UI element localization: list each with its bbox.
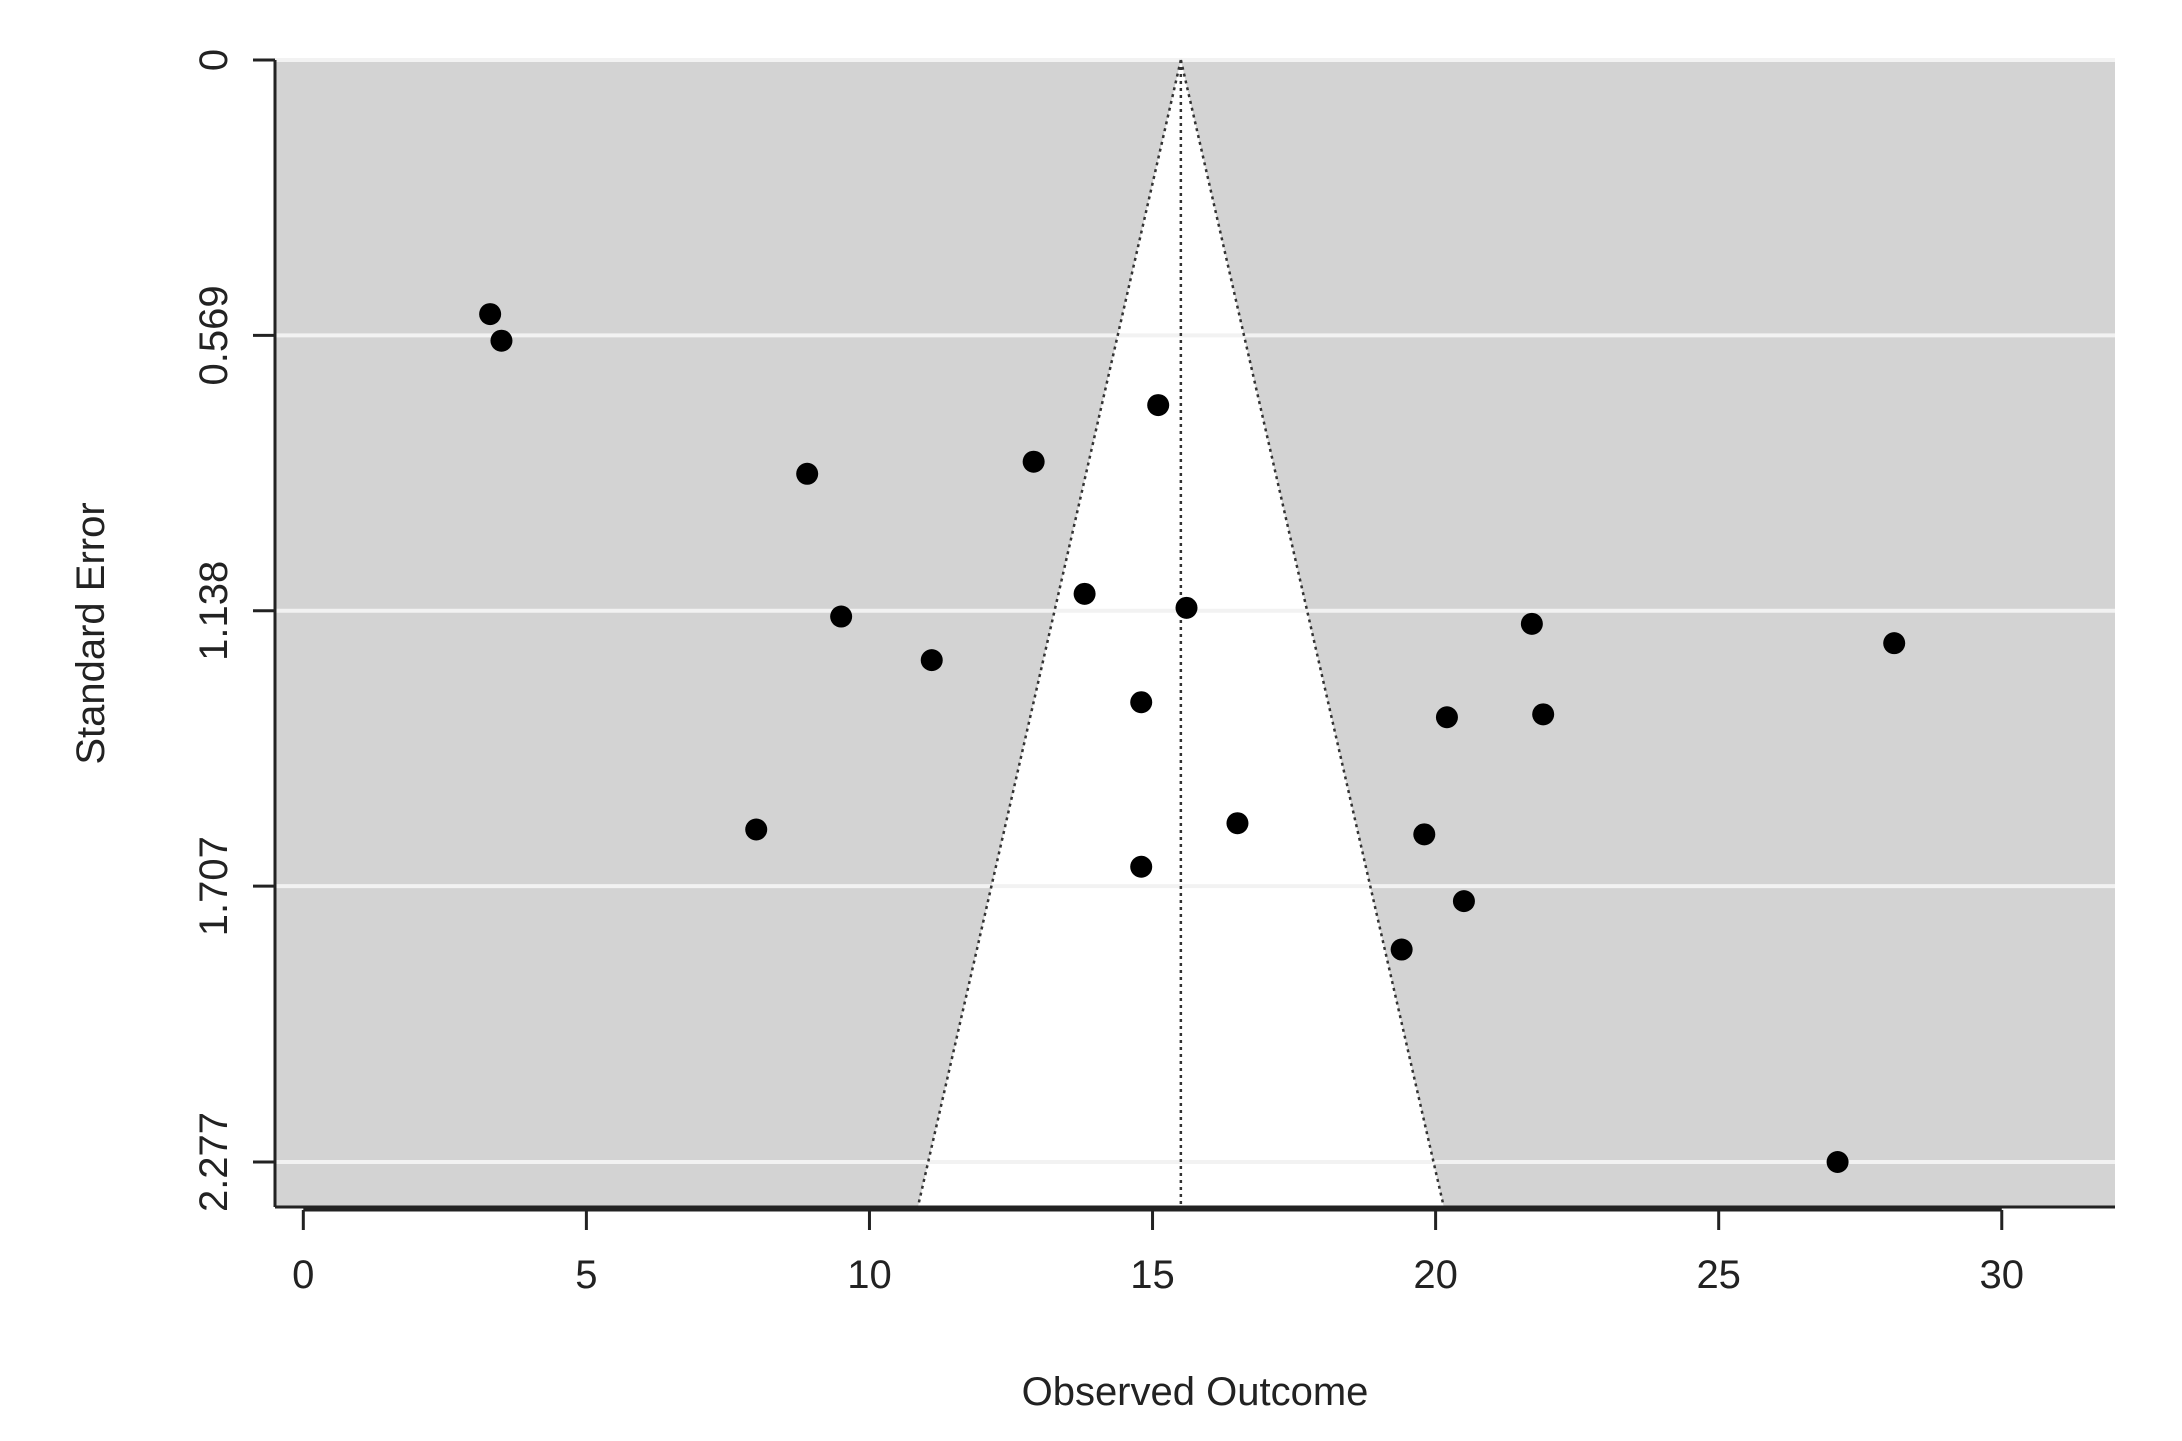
data-point-8 bbox=[1147, 394, 1170, 417]
x-tick-label-2: 10 bbox=[847, 1253, 892, 1297]
data-point-17 bbox=[1520, 612, 1543, 635]
data-points bbox=[479, 303, 1906, 1173]
data-point-20 bbox=[1826, 1150, 1849, 1173]
y-tick-label-2: 1.138 bbox=[192, 561, 236, 661]
data-point-14 bbox=[1452, 890, 1475, 913]
data-point-6 bbox=[1022, 450, 1045, 473]
x-tick-label-0: 0 bbox=[292, 1253, 314, 1297]
data-point-5 bbox=[920, 649, 943, 672]
data-point-2 bbox=[796, 462, 819, 485]
data-point-7 bbox=[1073, 582, 1096, 605]
data-point-15 bbox=[1390, 938, 1413, 961]
y-tick-label-4: 2.277 bbox=[192, 1112, 236, 1212]
x-tick-label-5: 25 bbox=[1696, 1253, 1741, 1297]
x-tick-label-3: 15 bbox=[1130, 1253, 1175, 1297]
y-tick-label-0: 0 bbox=[192, 49, 236, 71]
y-axis: 0 0.569 1.138 1.707 2.277 bbox=[192, 49, 277, 1212]
y-tick-label-1: 0.569 bbox=[192, 285, 236, 385]
data-point-16 bbox=[1435, 706, 1458, 729]
data-point-1 bbox=[490, 329, 513, 352]
y-axis-label: Standard Error bbox=[69, 502, 113, 764]
data-point-4 bbox=[745, 818, 768, 841]
data-point-11 bbox=[1130, 855, 1153, 878]
data-point-19 bbox=[1883, 632, 1906, 655]
x-tick-label-1: 5 bbox=[575, 1253, 597, 1297]
x-tick-label-4: 20 bbox=[1413, 1253, 1458, 1297]
data-point-18 bbox=[1532, 703, 1555, 726]
data-point-10 bbox=[1130, 691, 1153, 714]
data-point-3 bbox=[830, 605, 853, 628]
y-tick-label-3: 1.707 bbox=[192, 836, 236, 936]
funnel-region bbox=[917, 60, 1444, 1207]
data-point-0 bbox=[479, 303, 502, 326]
funnel-right-edge bbox=[1179, 59, 1446, 1208]
data-point-13 bbox=[1413, 823, 1436, 846]
x-tick-label-6: 30 bbox=[1980, 1253, 2025, 1297]
data-point-9 bbox=[1175, 596, 1198, 619]
x-axis-label: Observed Outcome bbox=[1022, 1370, 1369, 1414]
data-point-12 bbox=[1226, 812, 1249, 835]
x-axis: 0 5 10 15 20 25 30 bbox=[275, 1205, 2115, 1297]
funnel-left-edge bbox=[916, 59, 1183, 1208]
